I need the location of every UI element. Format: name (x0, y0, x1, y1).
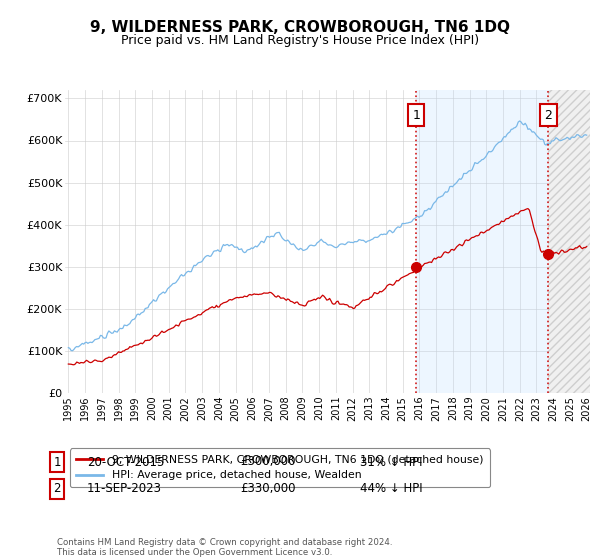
Text: Price paid vs. HM Land Registry's House Price Index (HPI): Price paid vs. HM Land Registry's House … (121, 34, 479, 46)
Text: 1: 1 (53, 455, 61, 469)
Text: 11-SEP-2023: 11-SEP-2023 (87, 482, 162, 496)
Text: 2: 2 (544, 109, 552, 122)
Text: 31% ↓ HPI: 31% ↓ HPI (360, 455, 422, 469)
Text: 2: 2 (53, 482, 61, 496)
Bar (548, 90, 590, 393)
Bar (548, 90, 590, 393)
Legend: 9, WILDERNESS PARK, CROWBOROUGH, TN6 1DQ (detached house), HPI: Average price, d: 9, WILDERNESS PARK, CROWBOROUGH, TN6 1DQ… (70, 449, 490, 487)
Text: 20-OCT-2015: 20-OCT-2015 (87, 455, 164, 469)
Text: £330,000: £330,000 (240, 482, 296, 496)
Text: £300,000: £300,000 (240, 455, 296, 469)
Bar (416, 90, 548, 393)
Text: Contains HM Land Registry data © Crown copyright and database right 2024.
This d: Contains HM Land Registry data © Crown c… (57, 538, 392, 557)
Text: 1: 1 (412, 109, 420, 122)
Text: 44% ↓ HPI: 44% ↓ HPI (360, 482, 422, 496)
Text: 9, WILDERNESS PARK, CROWBOROUGH, TN6 1DQ: 9, WILDERNESS PARK, CROWBOROUGH, TN6 1DQ (90, 20, 510, 35)
